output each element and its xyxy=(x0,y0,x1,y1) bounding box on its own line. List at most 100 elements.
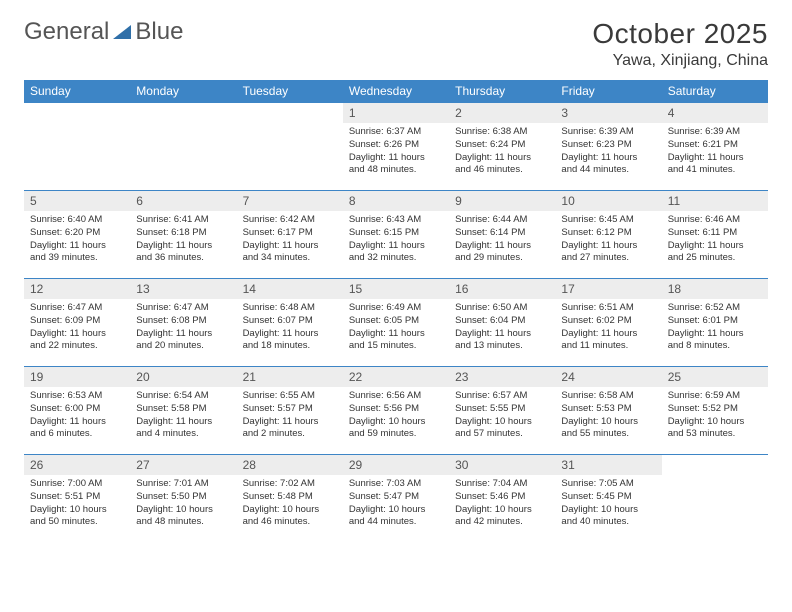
day-number: 18 xyxy=(662,279,768,299)
day-number: 11 xyxy=(662,191,768,211)
day-details: Sunrise: 6:57 AMSunset: 5:55 PMDaylight:… xyxy=(449,387,555,447)
calendar-cell: 26Sunrise: 7:00 AMSunset: 5:51 PMDayligh… xyxy=(24,455,130,543)
day-details: Sunrise: 6:59 AMSunset: 5:52 PMDaylight:… xyxy=(662,387,768,447)
day-details: Sunrise: 6:37 AMSunset: 6:26 PMDaylight:… xyxy=(343,123,449,183)
logo-text-2: Blue xyxy=(135,18,183,46)
calendar-cell-empty xyxy=(237,103,343,191)
day-header: Thursday xyxy=(449,80,555,103)
day-number: 6 xyxy=(130,191,236,211)
day-number: 21 xyxy=(237,367,343,387)
calendar-cell: 27Sunrise: 7:01 AMSunset: 5:50 PMDayligh… xyxy=(130,455,236,543)
day-details: Sunrise: 6:39 AMSunset: 6:23 PMDaylight:… xyxy=(555,123,661,183)
day-number: 3 xyxy=(555,103,661,123)
day-number: 4 xyxy=(662,103,768,123)
calendar-cell: 12Sunrise: 6:47 AMSunset: 6:09 PMDayligh… xyxy=(24,279,130,367)
day-details: Sunrise: 6:38 AMSunset: 6:24 PMDaylight:… xyxy=(449,123,555,183)
day-number: 29 xyxy=(343,455,449,475)
day-number: 13 xyxy=(130,279,236,299)
calendar-cell-empty xyxy=(24,103,130,191)
day-details: Sunrise: 6:58 AMSunset: 5:53 PMDaylight:… xyxy=(555,387,661,447)
calendar-row: 12Sunrise: 6:47 AMSunset: 6:09 PMDayligh… xyxy=(24,279,768,367)
calendar-cell: 18Sunrise: 6:52 AMSunset: 6:01 PMDayligh… xyxy=(662,279,768,367)
day-details: Sunrise: 6:51 AMSunset: 6:02 PMDaylight:… xyxy=(555,299,661,359)
calendar-cell: 15Sunrise: 6:49 AMSunset: 6:05 PMDayligh… xyxy=(343,279,449,367)
day-details: Sunrise: 7:05 AMSunset: 5:45 PMDaylight:… xyxy=(555,475,661,535)
day-details: Sunrise: 6:40 AMSunset: 6:20 PMDaylight:… xyxy=(24,211,130,271)
day-number: 22 xyxy=(343,367,449,387)
calendar-cell: 13Sunrise: 6:47 AMSunset: 6:08 PMDayligh… xyxy=(130,279,236,367)
title-block: October 2025 Yawa, Xinjiang, China xyxy=(592,18,768,70)
calendar-cell: 7Sunrise: 6:42 AMSunset: 6:17 PMDaylight… xyxy=(237,191,343,279)
day-details: Sunrise: 7:02 AMSunset: 5:48 PMDaylight:… xyxy=(237,475,343,535)
calendar-cell: 17Sunrise: 6:51 AMSunset: 6:02 PMDayligh… xyxy=(555,279,661,367)
day-details: Sunrise: 7:01 AMSunset: 5:50 PMDaylight:… xyxy=(130,475,236,535)
day-number: 23 xyxy=(449,367,555,387)
day-details: Sunrise: 6:39 AMSunset: 6:21 PMDaylight:… xyxy=(662,123,768,183)
day-header: Wednesday xyxy=(343,80,449,103)
calendar-cell: 21Sunrise: 6:55 AMSunset: 5:57 PMDayligh… xyxy=(237,367,343,455)
day-details: Sunrise: 6:46 AMSunset: 6:11 PMDaylight:… xyxy=(662,211,768,271)
calendar-cell: 20Sunrise: 6:54 AMSunset: 5:58 PMDayligh… xyxy=(130,367,236,455)
day-number: 16 xyxy=(449,279,555,299)
calendar-cell-empty xyxy=(662,455,768,543)
day-number: 25 xyxy=(662,367,768,387)
day-details: Sunrise: 6:43 AMSunset: 6:15 PMDaylight:… xyxy=(343,211,449,271)
calendar-cell: 1Sunrise: 6:37 AMSunset: 6:26 PMDaylight… xyxy=(343,103,449,191)
calendar-cell-empty xyxy=(130,103,236,191)
logo-triangle-icon xyxy=(113,25,131,39)
logo-text-1: General xyxy=(24,18,109,46)
day-header: Saturday xyxy=(662,80,768,103)
day-number: 19 xyxy=(24,367,130,387)
calendar-row: 1Sunrise: 6:37 AMSunset: 6:26 PMDaylight… xyxy=(24,103,768,191)
day-number: 7 xyxy=(237,191,343,211)
day-number: 27 xyxy=(130,455,236,475)
day-number: 31 xyxy=(555,455,661,475)
calendar-cell: 8Sunrise: 6:43 AMSunset: 6:15 PMDaylight… xyxy=(343,191,449,279)
calendar-cell: 14Sunrise: 6:48 AMSunset: 6:07 PMDayligh… xyxy=(237,279,343,367)
day-number: 17 xyxy=(555,279,661,299)
day-number: 5 xyxy=(24,191,130,211)
calendar-row: 19Sunrise: 6:53 AMSunset: 6:00 PMDayligh… xyxy=(24,367,768,455)
calendar-cell: 16Sunrise: 6:50 AMSunset: 6:04 PMDayligh… xyxy=(449,279,555,367)
day-header: Monday xyxy=(130,80,236,103)
day-details: Sunrise: 6:55 AMSunset: 5:57 PMDaylight:… xyxy=(237,387,343,447)
calendar-cell: 4Sunrise: 6:39 AMSunset: 6:21 PMDaylight… xyxy=(662,103,768,191)
day-details: Sunrise: 6:49 AMSunset: 6:05 PMDaylight:… xyxy=(343,299,449,359)
day-number: 20 xyxy=(130,367,236,387)
calendar-cell: 6Sunrise: 6:41 AMSunset: 6:18 PMDaylight… xyxy=(130,191,236,279)
day-header: Sunday xyxy=(24,80,130,103)
page-title: October 2025 xyxy=(592,18,768,50)
day-details: Sunrise: 6:44 AMSunset: 6:14 PMDaylight:… xyxy=(449,211,555,271)
day-details: Sunrise: 6:56 AMSunset: 5:56 PMDaylight:… xyxy=(343,387,449,447)
calendar-head: SundayMondayTuesdayWednesdayThursdayFrid… xyxy=(24,80,768,103)
location: Yawa, Xinjiang, China xyxy=(592,52,768,70)
header: General Blue October 2025 Yawa, Xinjiang… xyxy=(24,18,768,70)
calendar-cell: 25Sunrise: 6:59 AMSunset: 5:52 PMDayligh… xyxy=(662,367,768,455)
day-number: 9 xyxy=(449,191,555,211)
day-number: 30 xyxy=(449,455,555,475)
calendar-row: 26Sunrise: 7:00 AMSunset: 5:51 PMDayligh… xyxy=(24,455,768,543)
day-details: Sunrise: 6:47 AMSunset: 6:09 PMDaylight:… xyxy=(24,299,130,359)
day-number: 24 xyxy=(555,367,661,387)
day-header-row: SundayMondayTuesdayWednesdayThursdayFrid… xyxy=(24,80,768,103)
calendar-cell: 19Sunrise: 6:53 AMSunset: 6:00 PMDayligh… xyxy=(24,367,130,455)
day-number: 10 xyxy=(555,191,661,211)
calendar-row: 5Sunrise: 6:40 AMSunset: 6:20 PMDaylight… xyxy=(24,191,768,279)
calendar-cell: 22Sunrise: 6:56 AMSunset: 5:56 PMDayligh… xyxy=(343,367,449,455)
day-number: 8 xyxy=(343,191,449,211)
day-header: Tuesday xyxy=(237,80,343,103)
day-details: Sunrise: 6:41 AMSunset: 6:18 PMDaylight:… xyxy=(130,211,236,271)
calendar-cell: 11Sunrise: 6:46 AMSunset: 6:11 PMDayligh… xyxy=(662,191,768,279)
day-number: 15 xyxy=(343,279,449,299)
day-details: Sunrise: 6:50 AMSunset: 6:04 PMDaylight:… xyxy=(449,299,555,359)
calendar-cell: 23Sunrise: 6:57 AMSunset: 5:55 PMDayligh… xyxy=(449,367,555,455)
day-number: 14 xyxy=(237,279,343,299)
calendar-cell: 5Sunrise: 6:40 AMSunset: 6:20 PMDaylight… xyxy=(24,191,130,279)
calendar-cell: 30Sunrise: 7:04 AMSunset: 5:46 PMDayligh… xyxy=(449,455,555,543)
day-details: Sunrise: 6:47 AMSunset: 6:08 PMDaylight:… xyxy=(130,299,236,359)
day-details: Sunrise: 6:45 AMSunset: 6:12 PMDaylight:… xyxy=(555,211,661,271)
day-details: Sunrise: 7:00 AMSunset: 5:51 PMDaylight:… xyxy=(24,475,130,535)
day-number: 12 xyxy=(24,279,130,299)
calendar-cell: 28Sunrise: 7:02 AMSunset: 5:48 PMDayligh… xyxy=(237,455,343,543)
calendar-cell: 9Sunrise: 6:44 AMSunset: 6:14 PMDaylight… xyxy=(449,191,555,279)
